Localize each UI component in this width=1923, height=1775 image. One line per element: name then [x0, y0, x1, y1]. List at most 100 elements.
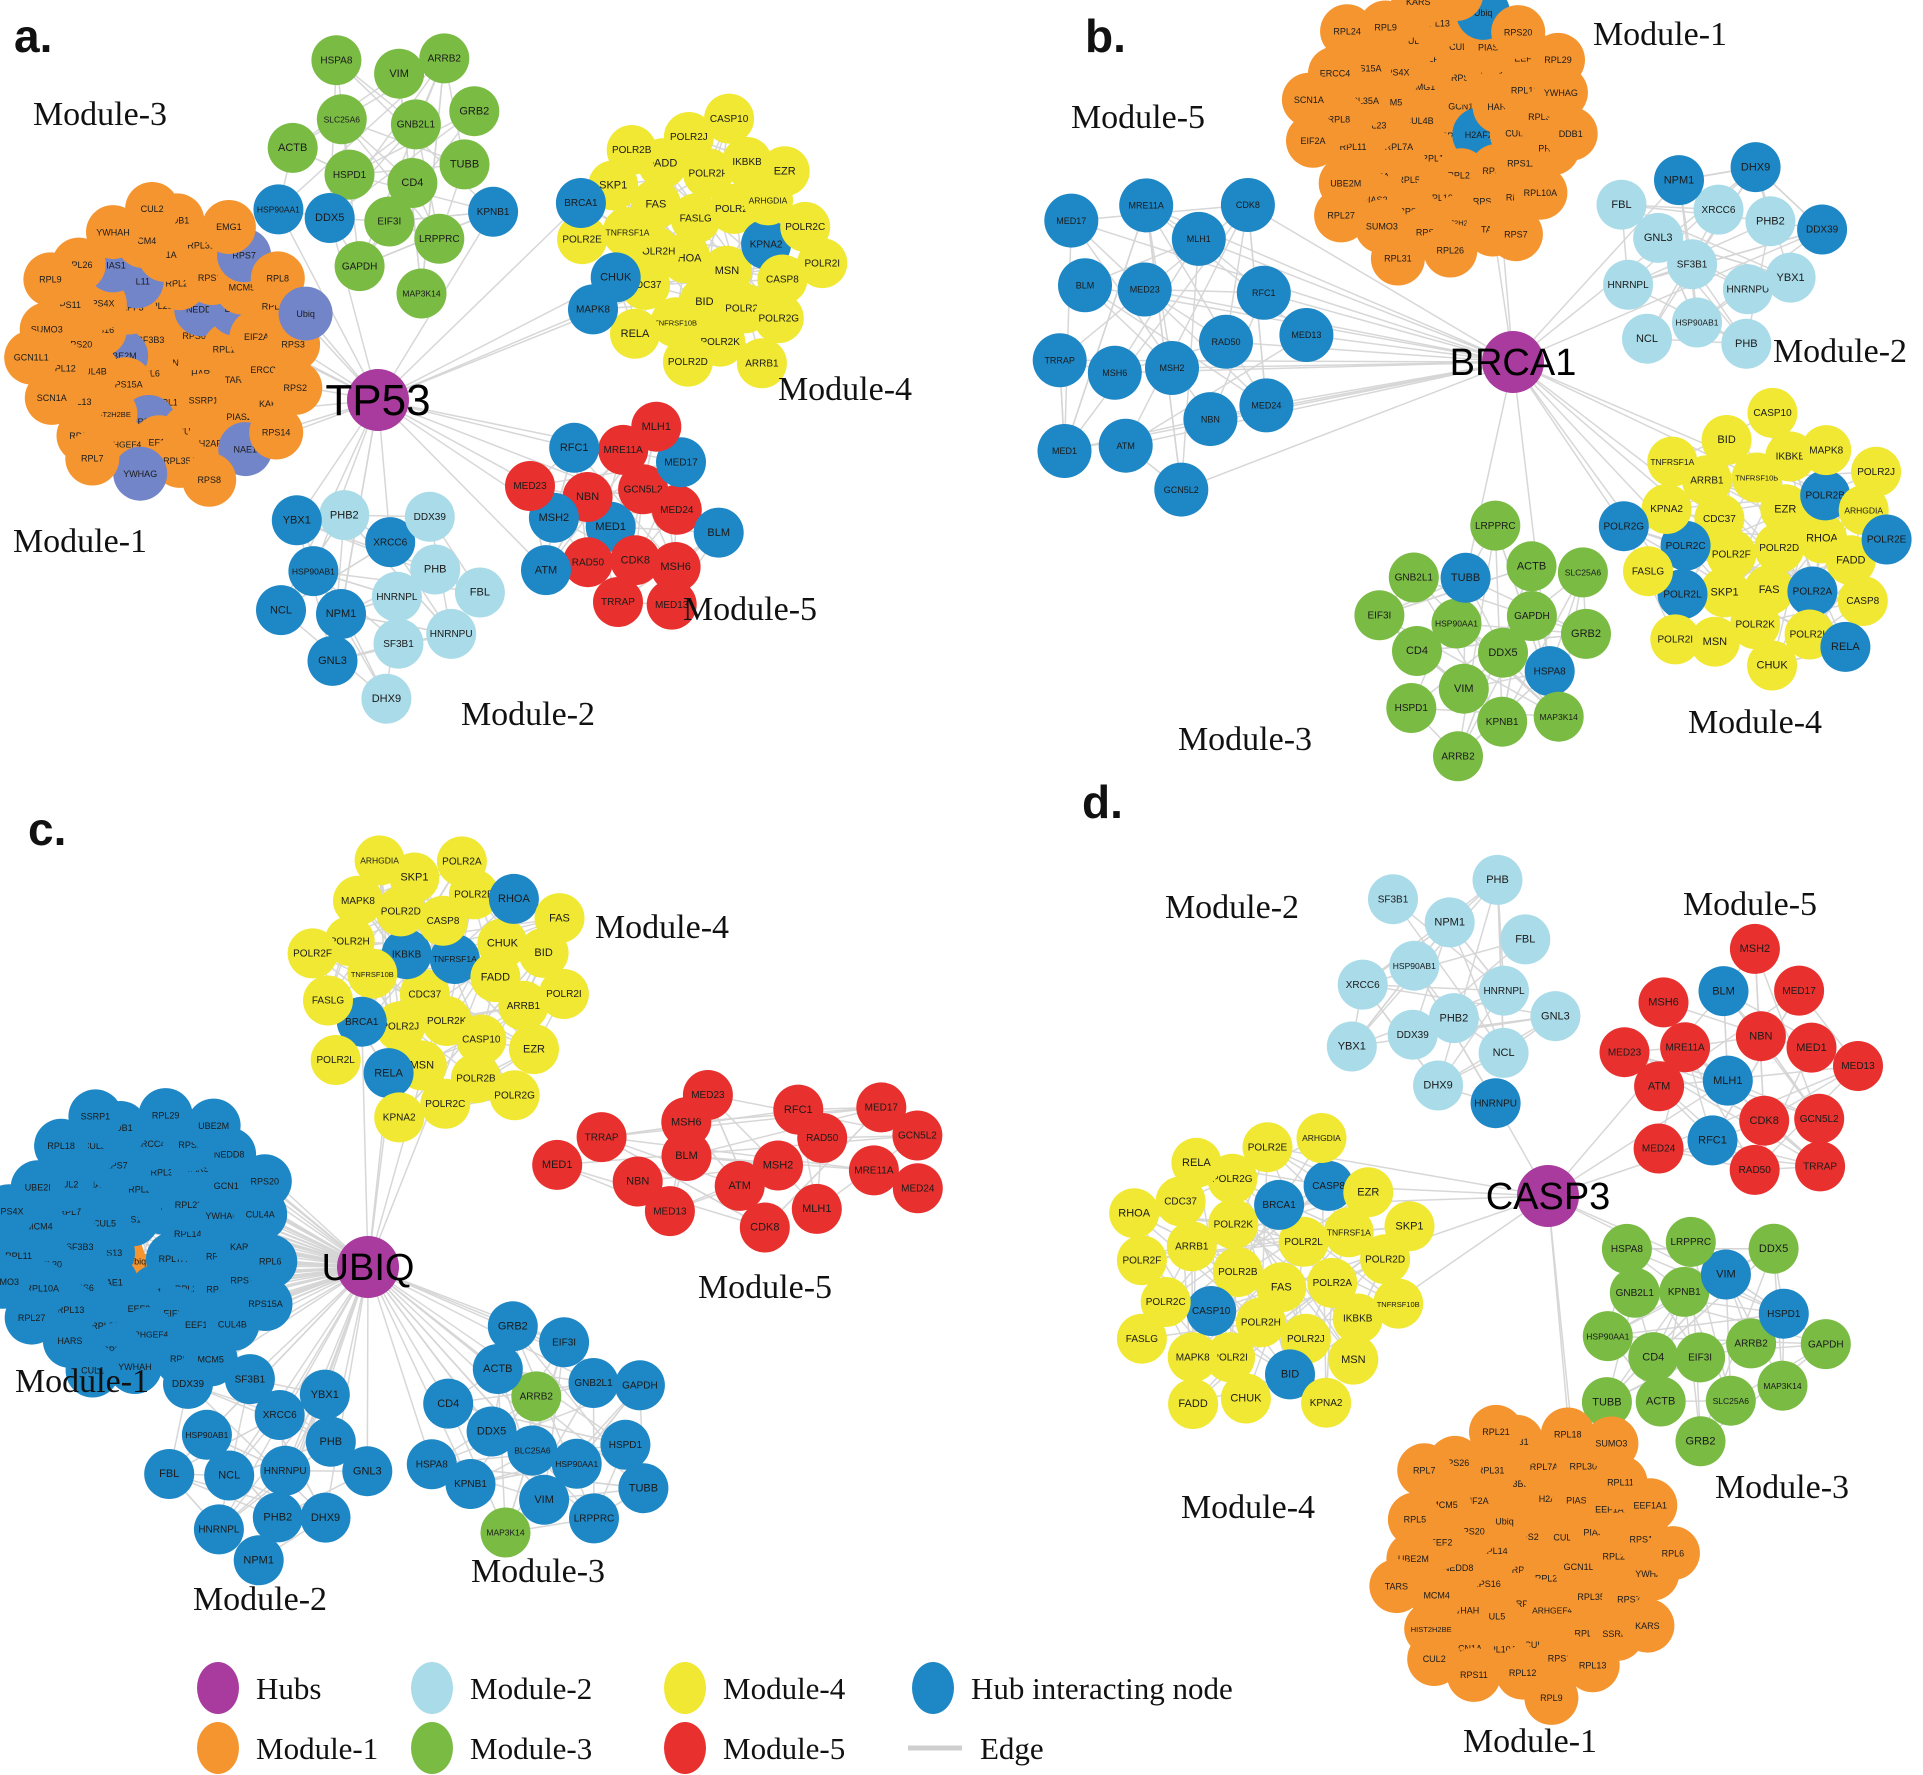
node-EZR: EZR [759, 146, 810, 197]
node-circle [260, 1445, 311, 1496]
node-YWHAH: YWHAH [86, 205, 140, 260]
node-label: RPS2 [284, 383, 308, 393]
node-label: MSH6 [660, 561, 691, 573]
node-circle [539, 1317, 590, 1368]
node-circle [1667, 239, 1718, 290]
node-circle [856, 1082, 907, 1133]
node-circle [773, 1084, 824, 1135]
hub-edge [1512, 228, 1823, 363]
node-circle [1540, 1407, 1595, 1462]
node-label: HSP90AB1 [185, 1430, 228, 1440]
node-RELA: RELA [1171, 1137, 1222, 1188]
node-PHB2: PHB2 [319, 490, 370, 541]
node-label: GNL3 [318, 655, 347, 667]
node-label: MAPK8 [576, 305, 610, 316]
node-circle [507, 1425, 558, 1476]
node-circle [1387, 1492, 1442, 1547]
node-POLR2L: POLR2L [310, 1035, 361, 1085]
node-BLM: BLM [1698, 966, 1749, 1017]
node-BRCA1: BRCA1 [1254, 1179, 1305, 1230]
node-circle [410, 544, 461, 595]
edge [557, 1134, 918, 1166]
node-label: RPL10A [1524, 188, 1558, 198]
node-circle [1699, 567, 1750, 618]
node-circle [1702, 1055, 1753, 1106]
node-label: RPL7 [1413, 1466, 1436, 1476]
node-label: GCN1L1 [1448, 102, 1483, 112]
node-label: GCN1L1 [214, 1181, 249, 1191]
hub-edge [367, 1266, 472, 1485]
node-label: RPL35A [1345, 96, 1379, 106]
node-label: HIST2H2BE [90, 410, 131, 419]
node-label: HSP90AB1 [1393, 961, 1436, 971]
node-label: RPL6 [259, 1257, 282, 1267]
node-FASLG: FASLG [303, 975, 353, 1026]
node-label: SF3B3 [66, 1242, 94, 1252]
node-label: EMG1 [216, 222, 242, 232]
node-label: LRPPRC [1475, 521, 1516, 532]
nodes-layer: RPS14CUL4BGCN1L1RPL14EMG1H2AFXRPL7ARPS2R… [1032, 0, 1912, 782]
node-label: NBN [576, 491, 599, 503]
node-label: POLR2B [456, 1074, 496, 1085]
node-label: RPL27 [1535, 1573, 1563, 1583]
node-ATM: ATM [1634, 1061, 1685, 1112]
node-label: RAD50 [1739, 1165, 1772, 1176]
node-label: MRE11A [604, 445, 644, 456]
node-DHX9: DHX9 [361, 673, 412, 724]
node-circle [1660, 520, 1711, 571]
node-MED1: MED1 [1786, 1022, 1837, 1073]
node-RFC1: RFC1 [549, 422, 600, 473]
node-circle [1343, 1167, 1394, 1218]
node-GCN1L1: GCN1L1 [4, 330, 59, 385]
node-label: GRB2 [1571, 628, 1601, 640]
node-SSRP1: SSRP1 [68, 1089, 123, 1144]
node-NCL: NCL [204, 1450, 255, 1501]
node-circle [1765, 252, 1816, 303]
node-label: YBX1 [1777, 272, 1805, 284]
edge [1607, 1312, 1784, 1337]
node-MRE11A: MRE11A [1660, 1022, 1711, 1073]
node-circle [651, 484, 702, 535]
node-circle [86, 205, 140, 260]
hub-edge [1266, 361, 1514, 407]
node-circle [311, 35, 362, 86]
node-label: HSPA8 [416, 1460, 448, 1471]
node-circle [612, 1156, 663, 1207]
node-label: GRB2 [1686, 1436, 1716, 1448]
node-circle [1609, 1267, 1660, 1318]
node-circle [1440, 552, 1491, 603]
node-CASP10: CASP10 [456, 1014, 507, 1065]
node-circle [1633, 1123, 1684, 1174]
node-label: MED13 [655, 600, 689, 611]
node-label: BRCA1 [345, 1017, 379, 1028]
node-MAPK8: MAPK8 [568, 284, 618, 335]
node-RPS7: RPS7 [1488, 207, 1543, 262]
node-circle [1794, 1093, 1845, 1144]
hub-label: CASP3 [1486, 1176, 1611, 1218]
node-label: NAE1 [99, 1278, 123, 1288]
node-YWHAG: YWHAG [113, 446, 168, 501]
node-circle [1675, 1416, 1726, 1467]
node-label: RPL9 [1540, 1693, 1563, 1703]
node-label: POLR2G [1604, 521, 1645, 532]
node-NBN: NBN [1183, 392, 1238, 447]
module-label-module-3: Module-3 [1715, 1469, 1849, 1506]
node-circle [1373, 1278, 1424, 1329]
node-label: RPS23 [1548, 1653, 1577, 1663]
node-circle [1687, 1115, 1738, 1166]
node-label: PRPF3 [1506, 1565, 1535, 1575]
node-label: POLR2H [330, 936, 370, 947]
node-GNL3: GNL3 [1633, 212, 1684, 263]
node-label: GAPDH [622, 1381, 658, 1392]
hub-label: BRCA1 [1450, 342, 1577, 384]
node-circle [757, 254, 808, 305]
node-label: XRCC6 [373, 537, 407, 548]
node-circle [521, 545, 571, 596]
node-label: YWHAG [123, 469, 157, 479]
node-circle [1239, 378, 1294, 433]
node-SF3B1: SF3B1 [1368, 874, 1418, 925]
node-circle [238, 1277, 293, 1331]
node-circle [1320, 4, 1375, 59]
node-HNRNPL: HNRNPL [1479, 965, 1529, 1016]
node-circle [316, 94, 367, 145]
